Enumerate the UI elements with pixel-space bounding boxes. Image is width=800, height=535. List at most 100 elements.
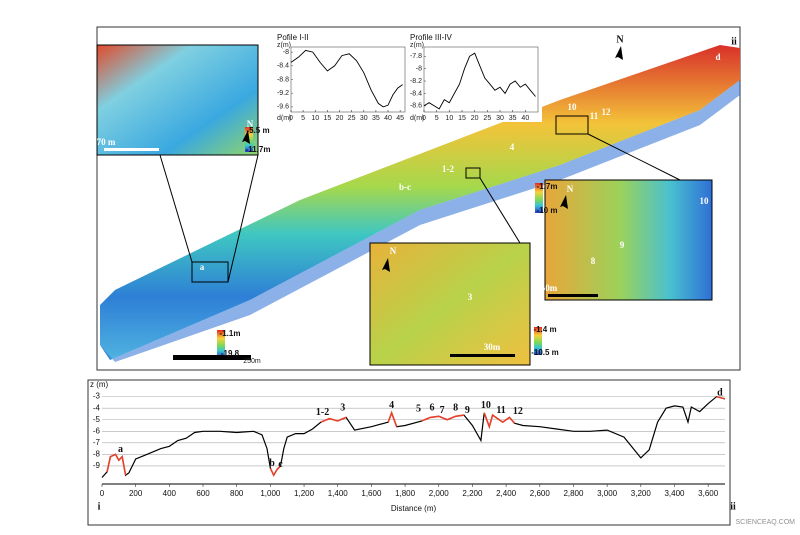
x-tick-label: 25 [348,115,356,122]
x-tick-label: 3,400 [664,489,685,498]
x-tick-label: 10 [445,115,453,122]
feature-label: 9 [465,405,470,416]
map-label: -10.5 m [531,348,559,357]
zoom-box [191,261,229,283]
map-label: 70 m [97,137,116,147]
feature-label: 7 [440,405,445,416]
x-tick-label: 3,200 [631,489,652,498]
feature-label: c [278,459,283,470]
map-label: 50m [541,283,558,293]
connector [479,177,521,244]
map-label: 250m [243,358,261,365]
x-tick-label: 1,800 [395,489,416,498]
y-axis-title: z(m) [277,42,291,49]
profile-frame [87,379,731,526]
y-axis-title: z (m) [90,380,109,389]
y-tick-label: -3 [93,392,101,401]
profile-line [106,395,726,477]
map-label: -19.8 [221,349,240,358]
y-tick-label: -8 [283,49,289,56]
y-tick-label: -9.2 [277,90,289,97]
y-tick-label: -4 [93,403,101,412]
connector [587,133,681,181]
end-label: ii [730,501,736,512]
zoom-box [465,167,481,179]
map-label: 12 [602,107,612,117]
map-label: 30m [484,342,501,352]
x-tick-label: 15 [458,115,466,122]
map-label: -1.1m [220,329,241,338]
map-label: a [200,262,205,272]
map-label: N [390,246,397,256]
bathymetry-band [100,45,740,360]
x-tick-label: 0 [289,115,293,122]
feature-label: 5 [416,404,421,415]
x-tick-label: 1,000 [260,489,281,498]
feature-label: 8 [453,402,458,413]
inset-a [96,44,259,156]
feature-label: d [717,387,723,398]
north-arrow [382,258,390,272]
y-tick-label: -8.6 [410,103,422,110]
colorbar [534,327,542,355]
scale-bar [450,354,515,357]
map-label: N [247,119,254,129]
x-tick-label: 0 [100,489,105,498]
chart-title: Pofile I-II [277,33,309,42]
x-tick-label: 35 [372,115,380,122]
plot-frame [423,46,539,113]
x-axis-title: Distance (m) [391,504,437,513]
x-tick-label: 2,600 [530,489,551,498]
map-label: 10 [568,102,578,112]
feature-label: 1-2 [316,407,329,418]
x-tick-label: 40 [521,115,529,122]
map-label: 11 [590,111,599,121]
chart-title: Profile III-IV [410,33,452,42]
y-tick-label: -8.8 [277,76,289,83]
feature-label: 12 [513,406,523,417]
y-tick-label: -5 [93,415,101,424]
scale-bar [173,355,251,360]
map-label: d [715,52,720,62]
y-tick-label: -7.8 [410,53,422,60]
x-tick-label: 200 [129,489,143,498]
map-label: -10 m [537,206,558,215]
channel-deep [100,80,740,362]
x-axis-title: d(m) [277,115,291,122]
x-tick-label: 1,600 [361,489,382,498]
y-tick-label: -8 [416,66,422,73]
feature-label: a [118,444,123,455]
map-label: -11.7m [246,145,271,154]
x-tick-label: 15 [323,115,331,122]
x-tick-label: 3,000 [597,489,618,498]
x-tick-label: 2,800 [563,489,584,498]
y-tick-label: -9.6 [277,104,289,111]
map-label: 1-2 [442,164,454,174]
feature-label: 11 [496,405,505,416]
map-label: -1.4 m [533,325,556,334]
x-tick-label: 1,400 [328,489,349,498]
x-tick-label: 2,000 [429,489,450,498]
x-tick-label: 800 [230,489,244,498]
x-tick-label: 30 [496,115,504,122]
inset-3 [369,242,531,366]
profile-line [101,395,726,478]
map-label: N [616,34,624,45]
profile-panel [408,32,542,122]
x-tick-label: 600 [196,489,210,498]
colorbar [535,183,543,213]
map-label: 4 [510,142,515,152]
connector [159,154,193,263]
connector [227,154,259,283]
x-tick-label: 3,600 [698,489,719,498]
colorbar [217,330,225,358]
feature-label: 10 [481,400,491,411]
y-tick-label: -7 [93,438,101,447]
x-tick-label: 400 [163,489,177,498]
profile-line [423,52,536,110]
y-tick-label: -6 [93,426,101,435]
scale-bar [548,294,598,297]
map-label: 10 [700,196,710,206]
y-tick-label: -9 [93,461,101,470]
